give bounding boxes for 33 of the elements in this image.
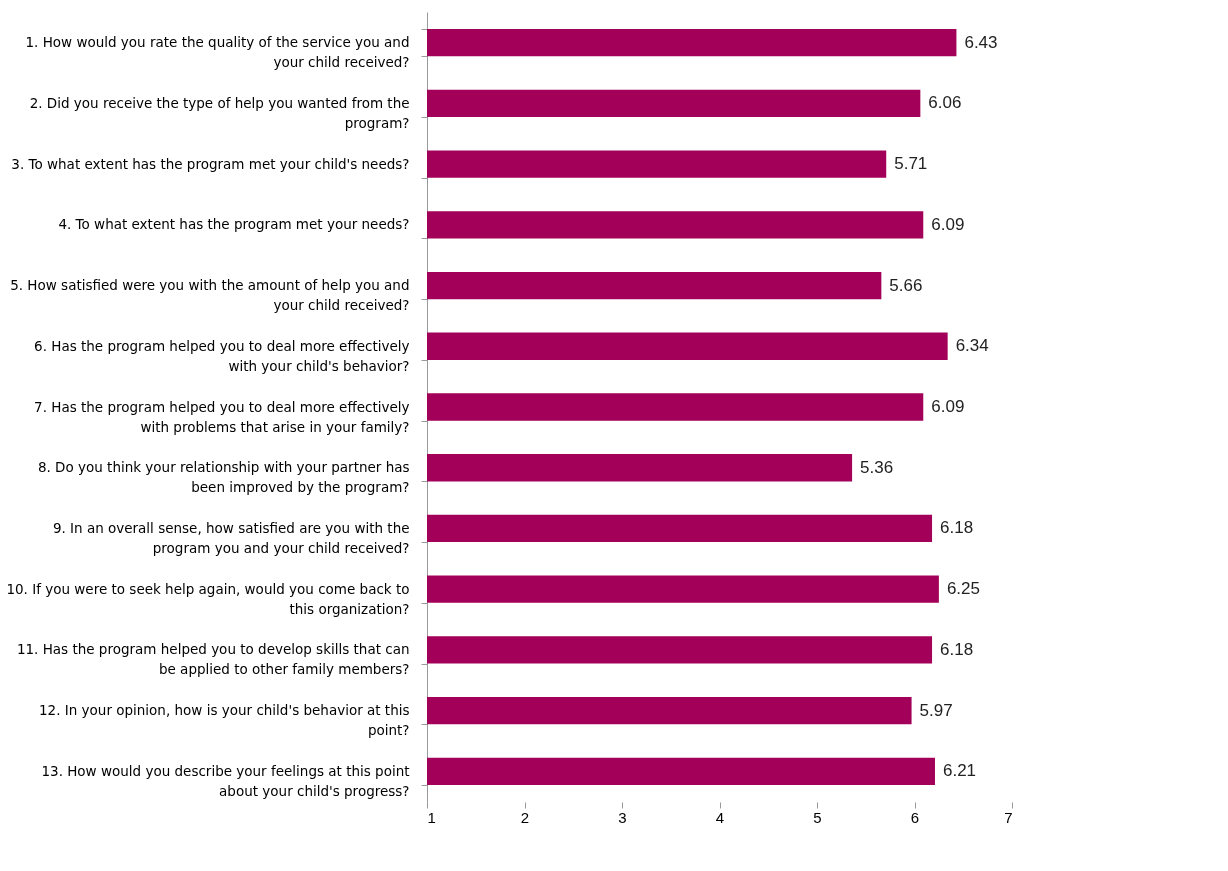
data-label: 6.34 xyxy=(955,336,989,356)
y-tick-label: 11. Has the program helped you to develop skills that can be applied to other family members? xyxy=(16,641,410,678)
y-tick-label: 2. Did you receive the type of help you wanted from the program? xyxy=(29,94,410,131)
data-label: 6.09 xyxy=(931,214,965,234)
y-tick-label: 1. How would you rate the quality of the service you and your child received? xyxy=(25,34,410,71)
data-label: 6.25 xyxy=(946,579,980,599)
x-tick-label: 4 xyxy=(715,808,725,826)
y-tick-label: 8. Do you think your relationship with your partner has been improved by the program? xyxy=(37,459,410,496)
y-tick-label: 13. How would you describe your feelings at this point about your child's progress? xyxy=(41,762,410,799)
data-label: 5.66 xyxy=(889,275,923,295)
y-tick-label: 5. How satisfied were you with the amount of help you and your child received? xyxy=(10,277,410,314)
x-tick-label: 2 xyxy=(520,808,530,826)
y-tick-label: 7. Has the program helped you to deal more effectively with problems that arise in your family? xyxy=(34,398,410,435)
data-label: 5.71 xyxy=(894,154,928,174)
data-label: 6.18 xyxy=(940,518,974,538)
x-tick-label: 5 xyxy=(813,808,822,826)
x-tick-label: 3 xyxy=(618,808,627,826)
x-tick-label: 6 xyxy=(910,808,920,826)
data-label: 6.09 xyxy=(931,397,965,416)
y-tick-label: 3. To what extent has the program met your child's needs? xyxy=(11,155,410,172)
y-tick-label: 4. To what extent has the program met your needs? xyxy=(58,216,410,233)
data-label: 6.43 xyxy=(964,32,998,52)
x-tick-label: 1 xyxy=(427,808,436,826)
y-tick-label: 12. In your opinion, how is your child's behavior at this point? xyxy=(38,702,410,739)
y-tick-label: 10. If you were to seek help again, would you come back to this organization? xyxy=(6,580,410,617)
y-tick-label: 9. In an overall sense, how satisfied are you with the program you and your child received? xyxy=(52,519,410,556)
data-label: 5.97 xyxy=(919,700,953,720)
data-label: 5.36 xyxy=(860,457,894,477)
y-tick-label: 6. Has the program helped you to deal more effectively with your child's behavior? xyxy=(34,337,410,374)
data-label: 6.06 xyxy=(928,93,962,113)
x-tick-label: 7 xyxy=(1004,808,1013,826)
data-label: 6.18 xyxy=(940,639,974,659)
data-label: 6.21 xyxy=(942,761,977,781)
